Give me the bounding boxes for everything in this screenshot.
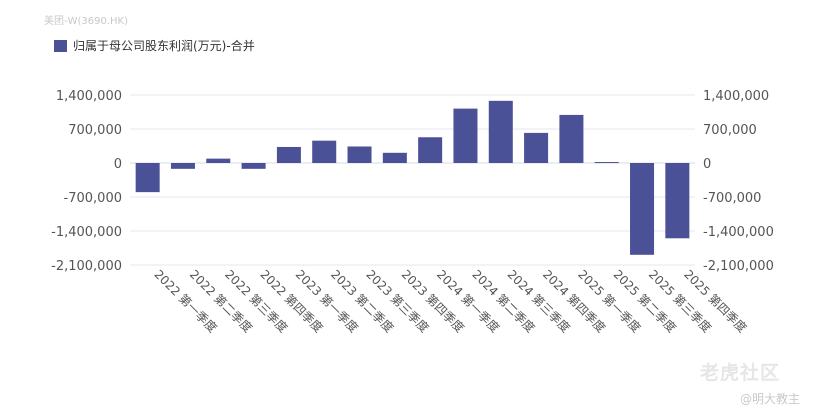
x-tick-label: 2025 第三季度 xyxy=(646,267,715,336)
y-tick-label-left: 700,000 xyxy=(68,123,122,138)
y-tick-label-right: 1,400,000 xyxy=(703,89,769,104)
y-tick-label-left: 1,400,000 xyxy=(56,89,122,104)
x-tick-label: 2024 第一季度 xyxy=(434,267,503,336)
x-tick-label: 2022 第三季度 xyxy=(222,267,291,336)
x-tick-label: 2023 第一季度 xyxy=(293,267,362,336)
bar xyxy=(630,163,655,255)
y-tick-label-right: 700,000 xyxy=(703,123,757,138)
bar xyxy=(488,100,513,163)
legend-label: 归属于母公司股东利润(万元)-合并 xyxy=(73,39,255,53)
watermark-logo: 老虎社区 xyxy=(700,362,781,384)
y-tick-label-right: -1,400,000 xyxy=(703,225,774,240)
watermark-author: @明大教主 xyxy=(740,392,801,406)
bar xyxy=(559,114,584,163)
bar xyxy=(241,163,266,169)
y-tick-label-left: 0 xyxy=(114,157,122,172)
y-tick-label-right: -700,000 xyxy=(703,191,761,206)
x-tick-label: 2023 第四季度 xyxy=(399,267,468,336)
y-tick-label-left: -1,400,000 xyxy=(51,225,122,240)
bar xyxy=(382,152,407,163)
y-tick-label-right: -2,100,000 xyxy=(703,259,774,274)
bar xyxy=(418,137,443,163)
x-tick-label: 2024 第二季度 xyxy=(469,267,538,336)
bar xyxy=(594,162,619,164)
x-tick-label: 2024 第三季度 xyxy=(505,267,574,336)
source-label: 美团-W(3690.HK) xyxy=(44,16,129,27)
x-tick-label: 2025 第二季度 xyxy=(611,267,680,336)
bar xyxy=(524,132,549,163)
chart-legend: 归属于母公司股东利润(万元)-合并 xyxy=(54,37,255,54)
x-tick-label: 2022 第二季度 xyxy=(187,267,256,336)
bar xyxy=(453,108,478,163)
y-tick-label-right: 0 xyxy=(703,157,711,172)
x-tick-label: 2025 第四季度 xyxy=(681,267,750,336)
bar xyxy=(276,146,301,163)
bar xyxy=(135,163,160,193)
bar xyxy=(347,146,372,163)
y-tick-label-left: -700,000 xyxy=(64,191,122,206)
x-tick-label: 2024 第四季度 xyxy=(540,267,609,336)
x-tick-label: 2022 第四季度 xyxy=(257,267,326,336)
x-tick-label: 2023 第二季度 xyxy=(328,267,397,336)
bar xyxy=(206,158,231,163)
bar xyxy=(665,163,690,239)
y-tick-label-left: -2,100,000 xyxy=(51,259,122,274)
x-tick-label: 2022 第一季度 xyxy=(152,267,221,336)
bar xyxy=(170,163,195,169)
legend-swatch xyxy=(54,39,67,52)
bar xyxy=(312,140,337,163)
x-tick-label: 2023 第三季度 xyxy=(363,267,432,336)
x-tick-label: 2025 第一季度 xyxy=(575,267,644,336)
